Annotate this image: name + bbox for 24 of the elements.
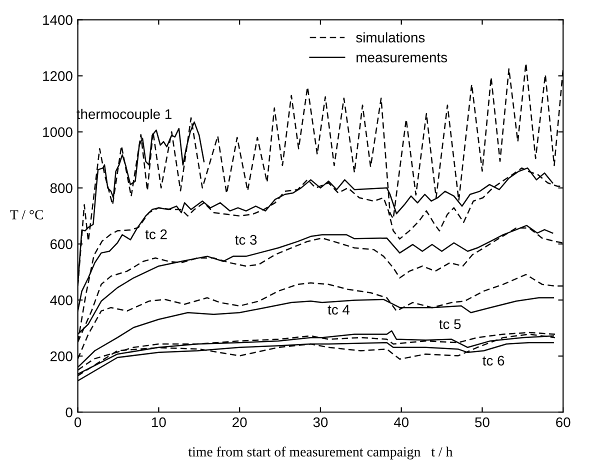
- x-tick-label: 20: [232, 417, 247, 428]
- y-tick-label: 1000: [43, 127, 72, 138]
- x-axis-title: time from start of measurement campaign t / h: [188, 446, 453, 460]
- x-tick-label: 30: [313, 417, 328, 428]
- y-tick-label: 1200: [43, 71, 72, 81]
- x-tick-label: 60: [556, 417, 570, 428]
- y-tick-label: 400: [50, 295, 72, 306]
- x-tick-label: 40: [394, 417, 409, 428]
- annotation: tc 6: [482, 356, 504, 366]
- annotation: tc 2: [145, 229, 167, 240]
- x-tick-label: 10: [152, 417, 166, 428]
- y-axis-title: T / °C: [10, 210, 44, 220]
- annotation: tc 5: [439, 319, 461, 330]
- y-tick-label: 0: [66, 407, 72, 418]
- legend-label: measurements: [356, 53, 448, 62]
- annotation: tc 4: [328, 304, 350, 315]
- x-tick-label: 50: [475, 417, 490, 428]
- y-tick-label: 1400: [43, 15, 72, 25]
- y-tick-label: 600: [50, 239, 72, 250]
- annotation: tc 3: [235, 234, 257, 245]
- y-tick-label: 800: [50, 183, 72, 194]
- legend-label: simulations: [356, 32, 425, 42]
- x-tick-label: 0: [74, 417, 82, 428]
- y-tick-label: 200: [50, 351, 72, 362]
